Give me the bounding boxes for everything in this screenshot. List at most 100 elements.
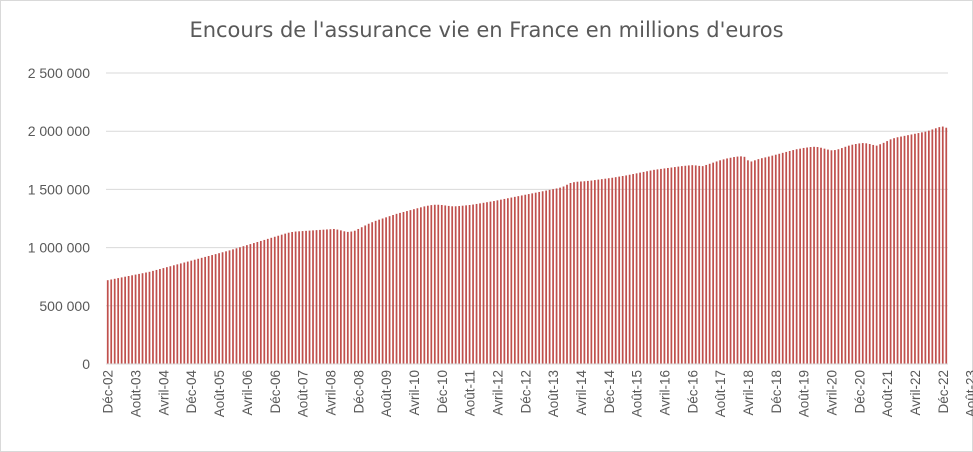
bar	[197, 258, 200, 364]
bar	[597, 179, 600, 364]
bar	[172, 265, 175, 364]
bar	[667, 167, 669, 364]
bar	[733, 157, 735, 364]
bar	[760, 158, 763, 364]
bar	[576, 181, 579, 364]
bar	[600, 179, 603, 364]
x-tick-label: Avril-18	[741, 370, 756, 416]
bar	[656, 169, 659, 364]
bar	[687, 165, 690, 364]
x-tick-label: Août-13	[546, 370, 561, 417]
bar	[921, 132, 923, 364]
bar	[339, 230, 342, 364]
bar	[872, 144, 875, 364]
bar	[517, 196, 520, 364]
bar	[506, 198, 509, 364]
bar	[639, 172, 641, 364]
bar	[632, 174, 634, 364]
bar	[548, 189, 551, 364]
bar	[131, 275, 133, 364]
bar	[649, 170, 652, 364]
bar	[823, 148, 826, 364]
bar	[614, 177, 617, 364]
bar	[621, 176, 624, 364]
bar	[607, 178, 610, 364]
x-tick-labels: Déc-02 Août-03 Avril-04 Déc-04 Août-05 Avril-…	[101, 370, 973, 418]
bar	[270, 237, 273, 364]
bar	[573, 182, 575, 364]
y-tick-label: 0	[82, 356, 90, 372]
bar	[813, 146, 815, 364]
bar	[350, 231, 353, 364]
bar	[931, 129, 934, 364]
bar	[747, 160, 749, 364]
x-tick-label: Août-21	[880, 370, 895, 417]
bar	[228, 250, 231, 364]
bar	[319, 229, 321, 364]
y-tick-label: 2 500 000	[28, 65, 90, 81]
x-tick-label: Août-15	[630, 370, 645, 417]
bar	[566, 184, 568, 364]
bar	[420, 207, 422, 364]
bar	[802, 147, 805, 364]
bar	[124, 276, 127, 364]
bar	[169, 266, 172, 364]
bar	[413, 209, 415, 364]
x-tick-label: Déc-06	[268, 370, 283, 414]
bar	[562, 186, 565, 364]
bar	[538, 191, 541, 364]
bar	[917, 133, 920, 364]
bar	[333, 228, 335, 364]
bar	[844, 146, 847, 364]
bar	[907, 135, 909, 364]
bar	[847, 145, 850, 364]
bar	[593, 180, 596, 364]
bar	[611, 177, 614, 364]
bar	[190, 260, 193, 364]
bar	[155, 269, 158, 364]
bar	[291, 232, 294, 364]
x-tick-label: Août-05	[212, 370, 227, 417]
bar	[263, 239, 266, 364]
bar	[235, 248, 238, 364]
bar	[392, 215, 394, 364]
bar	[253, 243, 255, 364]
bar	[788, 150, 791, 364]
bar	[841, 148, 843, 364]
bar	[764, 157, 767, 364]
bar	[451, 206, 454, 364]
bar	[273, 236, 276, 364]
bar	[858, 143, 861, 364]
bar	[159, 269, 161, 364]
x-tick-label: Déc-04	[184, 370, 199, 414]
bar	[785, 151, 788, 364]
bar	[200, 257, 203, 364]
y-tick-label: 500 000	[39, 298, 90, 314]
bar	[719, 160, 721, 364]
bar	[214, 254, 217, 364]
bar	[284, 233, 287, 364]
bar	[176, 264, 179, 364]
bar	[430, 205, 433, 364]
bar	[886, 141, 888, 364]
bar	[781, 152, 784, 364]
chart-title: Encours de l'assurance vie en France en …	[189, 18, 784, 42]
bar	[346, 231, 349, 364]
bar	[799, 148, 801, 364]
bar	[771, 155, 774, 364]
bar	[364, 225, 367, 364]
bar	[834, 150, 836, 364]
bar	[353, 230, 356, 364]
bar	[294, 231, 297, 364]
y-tick-label: 1 500 000	[28, 181, 90, 197]
bar	[218, 253, 220, 364]
bar	[322, 229, 325, 364]
bar	[726, 158, 728, 364]
bar	[183, 262, 186, 364]
bar	[691, 165, 694, 364]
bar	[152, 270, 154, 364]
bar	[903, 135, 906, 364]
bar	[674, 167, 676, 364]
bar	[875, 145, 878, 364]
bar	[774, 154, 777, 364]
